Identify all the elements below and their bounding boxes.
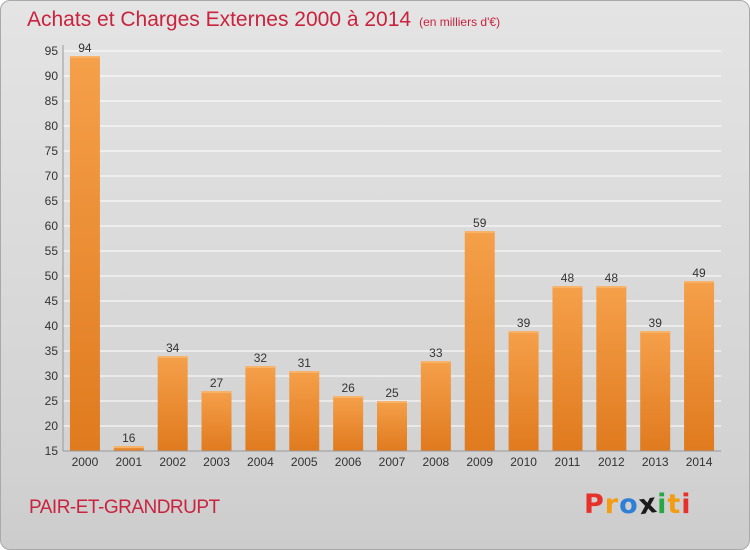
bar-top-edge	[684, 281, 715, 283]
data-label: 39	[649, 316, 663, 330]
bar-2008	[420, 361, 451, 451]
y-tick-label: 55	[45, 244, 59, 258]
data-label: 32	[254, 351, 268, 365]
data-label: 26	[341, 381, 355, 395]
bar-2003	[201, 391, 232, 451]
data-label: 48	[561, 271, 575, 285]
bar-top-edge	[464, 231, 495, 233]
x-tick-label: 2005	[291, 455, 318, 469]
data-label: 39	[517, 316, 531, 330]
bar-top-edge	[113, 446, 144, 448]
x-tick-label: 2000	[72, 455, 99, 469]
data-label: 16	[122, 431, 136, 445]
proxiti-logo: Proxiti	[584, 487, 692, 522]
bar-2001	[113, 446, 144, 451]
x-tick-label: 2009	[466, 455, 493, 469]
x-tick-label: 2007	[379, 455, 406, 469]
data-label: 27	[210, 376, 224, 390]
logo-letter: r	[604, 489, 620, 520]
y-tick-label: 65	[45, 194, 59, 208]
data-label: 34	[166, 341, 180, 355]
bar-top-edge	[245, 366, 276, 368]
logo-letter: i	[657, 489, 668, 520]
x-tick-label: 2010	[510, 455, 537, 469]
data-label: 31	[298, 356, 312, 370]
bar-top-edge	[289, 371, 320, 373]
bars: 94 16 34 27 32 31 26 25 33 59 39 48 48 39 49	[69, 41, 715, 451]
bar-2002	[157, 356, 188, 451]
logo-letter: o	[619, 489, 639, 520]
x-tick-label: 2014	[686, 455, 713, 469]
bar-2007	[377, 401, 407, 451]
data-label: 48	[605, 271, 619, 285]
commune-name: PAIR-ET-GRANDRUPT	[29, 497, 220, 518]
bar-2011	[552, 286, 583, 451]
bar-top-edge	[596, 286, 627, 288]
bar-top-edge	[420, 361, 451, 363]
x-tick-label: 2006	[335, 455, 362, 469]
logo-letter: i	[681, 489, 692, 520]
y-tick-label: 15	[45, 444, 59, 458]
x-tick-label: 2008	[423, 455, 450, 469]
bar-2014	[684, 281, 715, 451]
data-label: 49	[692, 266, 706, 280]
y-tick-label: 85	[45, 94, 59, 108]
y-tick-label: 40	[45, 319, 59, 333]
axes: 15 20 25 30 35 40 45 50 55 60 65 70 75 80 85 90 95 2000 20…	[45, 44, 721, 469]
bar-2004	[245, 366, 276, 451]
y-tick-label: 20	[45, 419, 59, 433]
bar-2012	[596, 286, 627, 451]
bar-top-edge	[508, 331, 539, 333]
data-label: 94	[78, 41, 92, 55]
chart-unit: (en milliers d'€)	[419, 15, 501, 29]
bar-2013	[640, 331, 671, 451]
data-label: 59	[473, 216, 487, 230]
bar-2006	[333, 396, 364, 451]
y-tick-label: 70	[45, 169, 59, 183]
y-tick-label: 75	[45, 144, 59, 158]
data-label: 33	[429, 346, 443, 360]
x-tick-label: 2001	[115, 455, 142, 469]
chart-title-text: Achats et Charges Externes 2000 à 2014	[27, 8, 412, 31]
y-tick-label: 30	[45, 369, 59, 383]
logo-letter: t	[667, 489, 682, 520]
x-tick-label: 2003	[203, 455, 230, 469]
x-tick-label: 2002	[159, 455, 186, 469]
x-tick-label: 2013	[642, 455, 669, 469]
bar-2009	[464, 231, 495, 451]
y-tick-label: 35	[45, 344, 59, 358]
y-tick-label: 90	[45, 69, 59, 83]
x-tick-label: 2011	[555, 455, 581, 469]
bar-top-edge	[640, 331, 671, 333]
bar-top-edge	[552, 286, 583, 288]
chart-title: Achats et Charges Externes 2000 à 2014 (e…	[27, 8, 500, 32]
bar-top-edge	[377, 401, 407, 403]
bar-2010	[508, 331, 539, 451]
bar-top-edge	[333, 396, 364, 398]
y-tick-label: 50	[45, 269, 59, 283]
y-tick-label: 45	[45, 294, 59, 308]
bar-top-edge	[157, 356, 188, 358]
logo-letter: P	[584, 489, 605, 520]
bar-top-edge	[69, 56, 100, 58]
bar-2000	[69, 56, 100, 451]
y-tick-label: 25	[45, 394, 59, 408]
x-tick-label: 2012	[598, 455, 625, 469]
logo-letter: x	[636, 487, 660, 522]
y-tick-label: 95	[45, 44, 59, 58]
y-tick-label: 60	[45, 219, 59, 233]
y-tick-label: 80	[45, 119, 59, 133]
bar-2005	[289, 371, 320, 451]
data-label: 25	[385, 386, 399, 400]
bar-top-edge	[201, 391, 232, 393]
x-tick-label: 2004	[247, 455, 274, 469]
